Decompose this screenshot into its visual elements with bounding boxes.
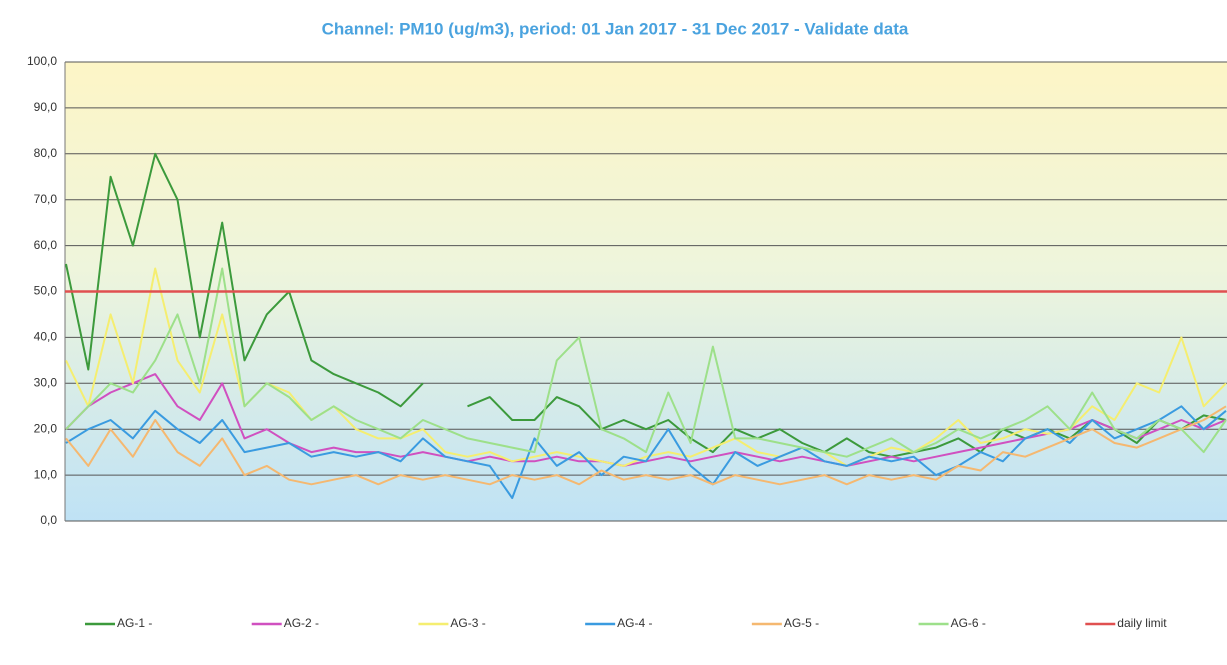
legend-label: AG-6 - — [951, 616, 986, 630]
y-tick-label: 0,0 — [40, 513, 57, 527]
series-line — [65, 405, 1227, 486]
y-tick-label: 100,0 — [27, 54, 57, 68]
chart-title: Channel: PM10 (ug/m3), period: 01 Jan 20… — [322, 19, 909, 38]
y-tick-label: 10,0 — [34, 467, 58, 481]
y-tick-label: 60,0 — [34, 238, 58, 252]
legend-label: AG-4 - — [617, 616, 652, 630]
y-tick-label: 40,0 — [34, 330, 58, 344]
y-tick-label: 70,0 — [34, 192, 58, 206]
y-tick-label: 20,0 — [34, 421, 58, 435]
y-tick-label: 30,0 — [34, 375, 58, 389]
y-tick-label: 80,0 — [34, 146, 58, 160]
legend-label: AG-2 - — [284, 616, 319, 630]
series-line — [65, 405, 1227, 500]
series-line — [65, 267, 1227, 458]
legend-label: AG-5 - — [784, 616, 819, 630]
y-tick-label: 50,0 — [34, 284, 58, 298]
legend-label: AG-3 - — [450, 616, 485, 630]
y-tick-label: 90,0 — [34, 100, 58, 114]
legend-label: daily limit — [1117, 616, 1167, 630]
legend-label: AG-1 - — [117, 616, 152, 630]
